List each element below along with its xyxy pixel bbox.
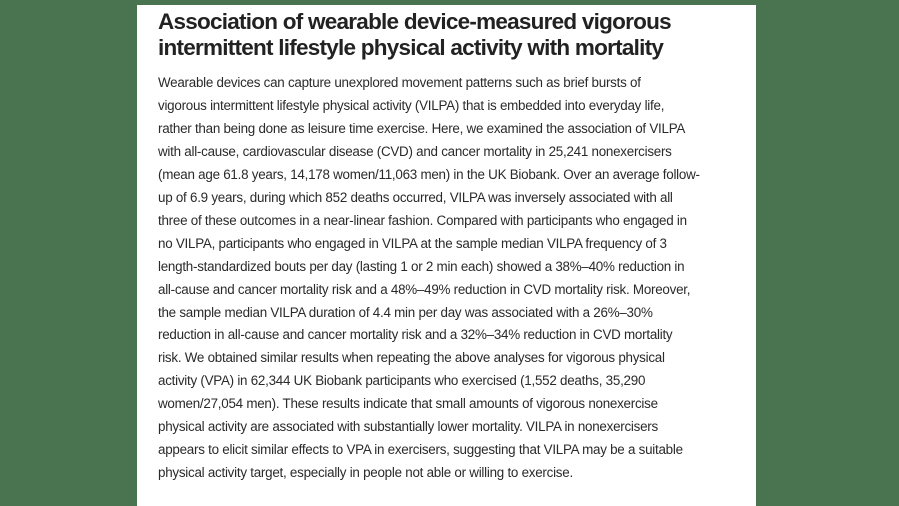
title-line: intermittent lifestyle physical activity… [158,35,664,60]
abstract-line: rather than being done as leisure time e… [158,120,686,136]
abstract-line: appears to elicit similar effects to VPA… [158,442,683,458]
abstract-line: length-standardized bouts per day (lasti… [158,258,685,274]
abstract-line: physical activity target, especially in … [158,465,573,481]
abstract-line: with all-cause, cardiovascular disease (… [158,143,672,159]
abstract-line: Wearable devices can capture unexplored … [158,75,641,90]
abstract-line: (mean age 61.8 years, 14,178 women/11,06… [158,166,700,182]
abstract-line: risk. We obtained similar results when r… [158,350,665,366]
abstract-line: three of these outcomes in a near-linear… [158,212,687,228]
abstract-line: no VILPA, participants who engaged in VI… [158,235,667,251]
article-panel: Association of wearable device-measured … [137,5,756,506]
abstract-line: reduction in all-cause and cancer mortal… [158,327,673,343]
title-line: Association of wearable device-measured … [158,9,672,34]
abstract-line: the sample median VILPA duration of 4.4 … [158,304,653,320]
abstract-line: up of 6.9 years, during which 852 deaths… [158,189,673,205]
article-title: Association of wearable device-measured … [158,9,748,61]
abstract-line: activity (VPA) in 62,344 UK Biobank part… [158,373,646,389]
abstract-line: vigorous intermittent lifestyle physical… [158,97,665,113]
abstract-line: physical activity are associated with su… [158,419,658,435]
abstract-line: women/27,054 men). These results indicat… [158,396,658,412]
article-abstract: Wearable devices can capture unexplored … [158,72,718,485]
abstract-line: all-cause and cancer mortality risk and … [158,281,691,297]
